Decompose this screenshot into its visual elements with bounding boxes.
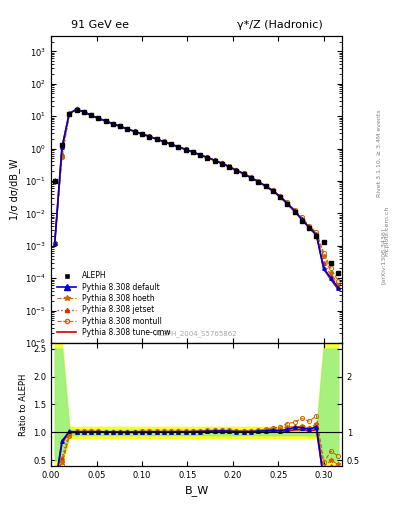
X-axis label: B_W: B_W [184,485,209,496]
Text: ALEPH_2004_S5765862: ALEPH_2004_S5765862 [155,330,238,337]
Text: 91 GeV ee: 91 GeV ee [71,20,129,31]
Text: mcplots.cern.ch: mcplots.cern.ch [385,205,389,255]
Y-axis label: 1/σ dσ/dB_W: 1/σ dσ/dB_W [9,159,20,220]
Text: γ*/Z (Hadronic): γ*/Z (Hadronic) [237,20,322,31]
Y-axis label: Ratio to ALEPH: Ratio to ALEPH [18,373,28,436]
Text: [arXiv:1306.3436]: [arXiv:1306.3436] [381,228,386,284]
Legend: ALEPH, Pythia 8.308 default, Pythia 8.308 hoeth, Pythia 8.308 jetset, Pythia 8.3: ALEPH, Pythia 8.308 default, Pythia 8.30… [55,269,173,339]
Text: Rivet 3.1.10, ≥ 3.4M events: Rivet 3.1.10, ≥ 3.4M events [377,110,382,198]
